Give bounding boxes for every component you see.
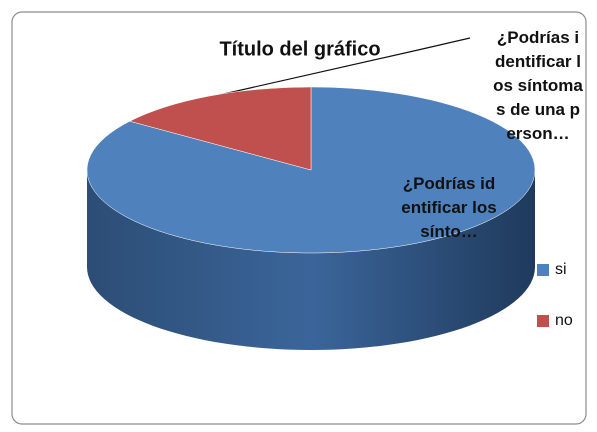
legend: si no — [537, 261, 573, 329]
legend-swatch — [537, 315, 549, 327]
legend-swatch — [537, 264, 549, 276]
chart-title: Título del gráfico — [219, 38, 380, 60]
legend-label: no — [555, 312, 573, 329]
legend-label: si — [555, 261, 567, 278]
pie — [86, 86, 536, 350]
pie-slice — [129, 86, 312, 171]
data-label: ¿Podrías identificar los sínto… — [401, 174, 497, 241]
pie-side — [87, 170, 535, 350]
data-label: ¿Podrías identificar los síntomas de una… — [493, 28, 583, 143]
leader-line — [209, 37, 471, 98]
